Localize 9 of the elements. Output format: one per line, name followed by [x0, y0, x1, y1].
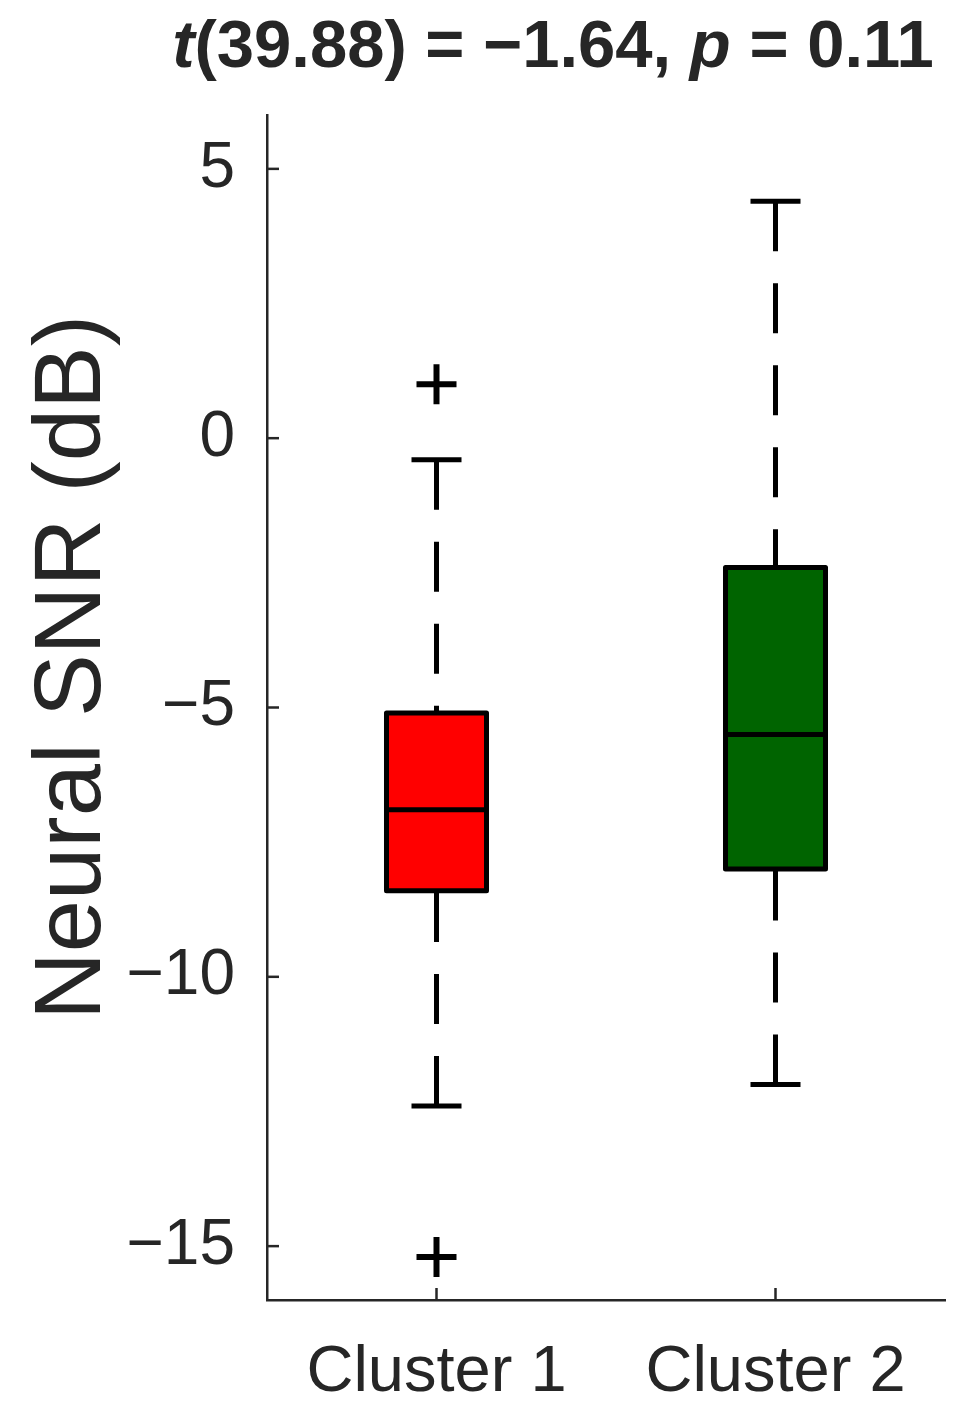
y-tick-label: 0 — [199, 397, 235, 470]
y-axis-title: Neural SNR (dB) — [15, 314, 120, 1021]
y-tick-label: −15 — [126, 1205, 235, 1278]
x-tick-label: Cluster 1 — [306, 1331, 567, 1405]
y-tick-label: −10 — [126, 936, 235, 1009]
chart-title: t(39.88) = −1.64, p = 0.11 — [172, 6, 934, 81]
y-tick-label: 5 — [199, 128, 235, 201]
y-tick-label: −5 — [162, 667, 235, 740]
x-tick-label: Cluster 2 — [645, 1331, 906, 1405]
